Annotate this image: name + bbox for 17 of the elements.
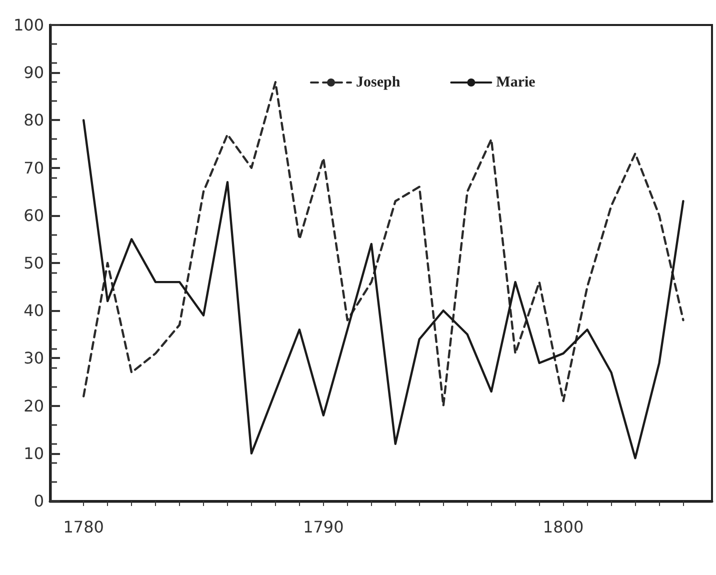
line-series <box>82 119 684 460</box>
y-tick-label: 10 <box>24 444 44 463</box>
y-tick-label: 40 <box>24 301 44 320</box>
x-tick-label: 1780 <box>63 518 104 536</box>
x-tick-label: 1790 <box>303 518 344 536</box>
x-tick-label: 1800 <box>542 518 584 536</box>
y-tick-label: 0 <box>34 492 44 510</box>
y-tick-label: 50 <box>24 254 44 272</box>
y-tick-label: 80 <box>24 110 44 130</box>
y-tick-label: 20 <box>24 396 44 416</box>
y-tick-label: 90 <box>24 63 44 82</box>
y-tick-label: 30 <box>24 348 44 368</box>
y-tick-label: 60 <box>24 206 44 225</box>
legend-label: Joseph <box>356 74 401 90</box>
y-tick-label: 70 <box>24 158 44 178</box>
legend-label: Marie <box>496 74 536 90</box>
y-tick-label: 100 <box>13 16 44 34</box>
